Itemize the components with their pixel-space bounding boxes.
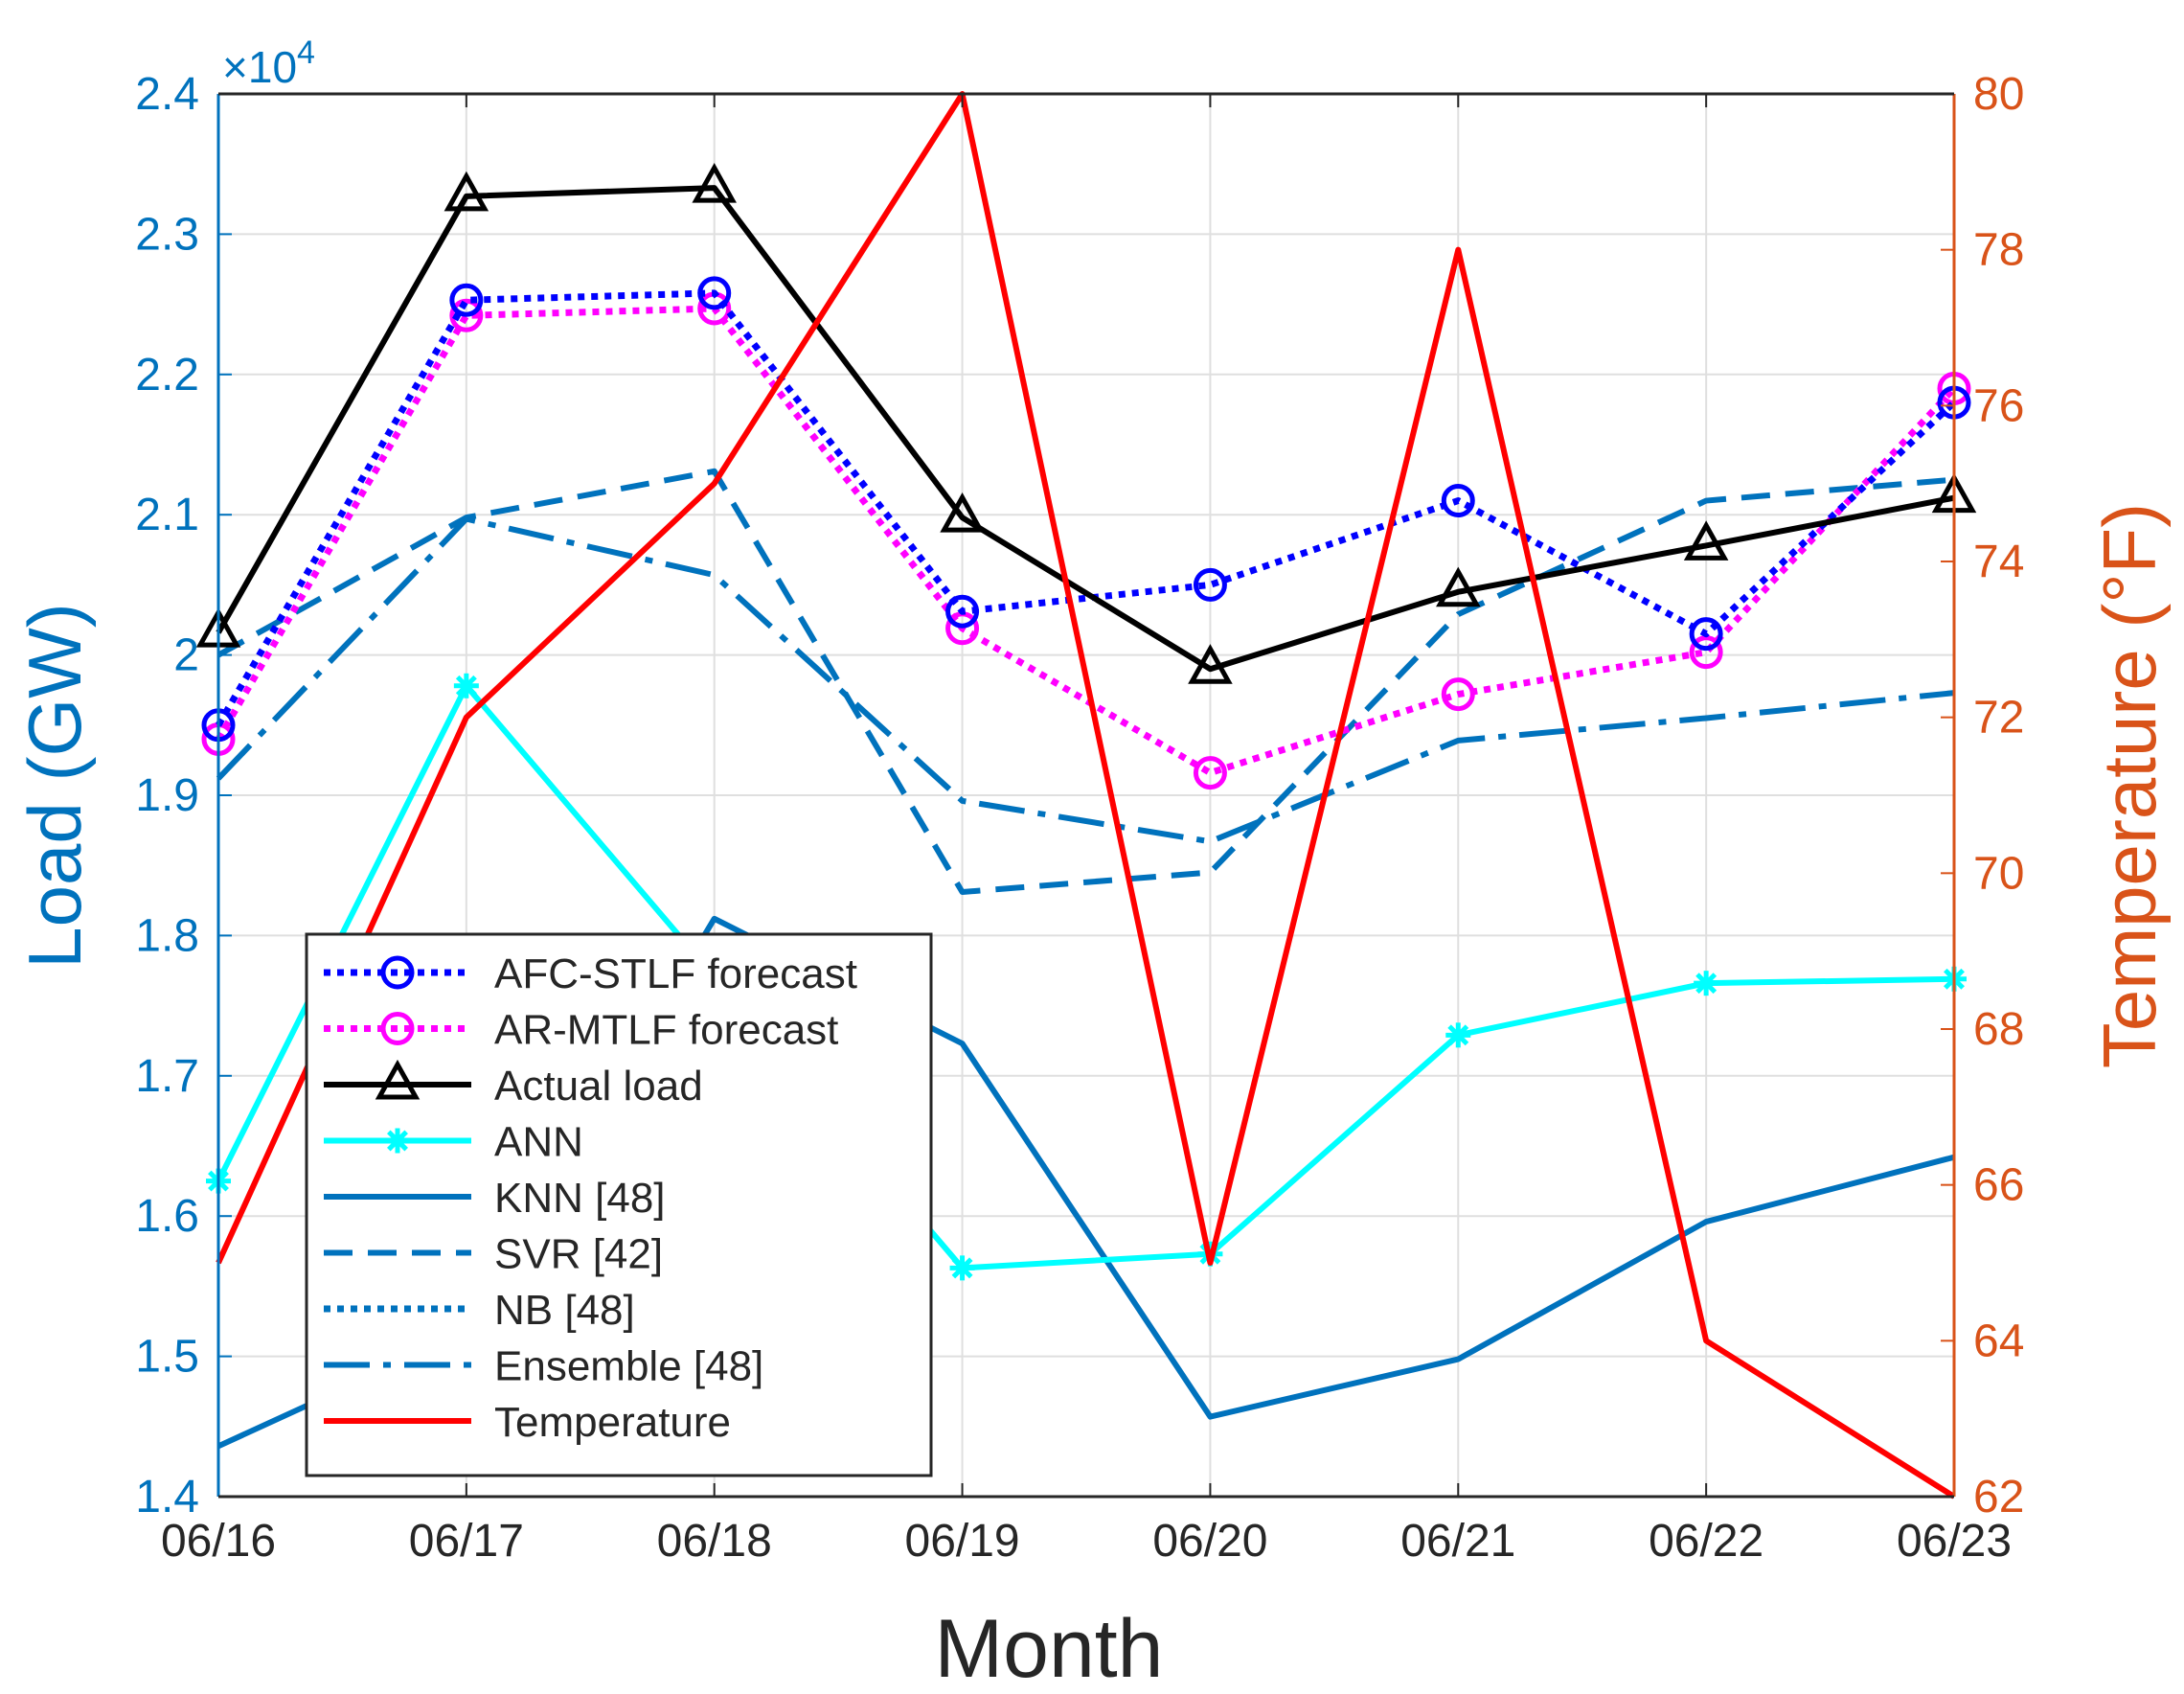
legend-marker-ar-mtlf-forecast [380, 1012, 415, 1045]
x-tick-label: 06/19 [905, 1516, 1020, 1567]
y2-tick-label: 72 [1973, 693, 2024, 744]
data-point-ann [1694, 971, 1719, 996]
legend-marker-actual-load [375, 1059, 421, 1100]
legend-entry-temperature: Temperature [324, 1399, 731, 1446]
legend-entry-actual-load: Actual load [324, 1059, 703, 1110]
x-tick-label: 06/17 [409, 1516, 524, 1567]
y2-tick-label: 68 [1973, 1004, 2024, 1055]
data-point-ar-mtlf-forecast [1689, 635, 1723, 670]
axes-layer: 06/16 06/17 06/18 06/19 06/20 06/21 06/22 06/23… [135, 69, 2024, 1567]
data-point-afc-stlf-forecast [1441, 484, 1475, 518]
data-point-ar-mtlf-forecast [449, 298, 484, 332]
series-line-ensemble-48 [216, 515, 1955, 845]
data-point-actual-load [444, 171, 489, 212]
series-line-actual-load [216, 185, 1955, 673]
asterisk-stroke [951, 1257, 973, 1279]
legend-entry-ann: ANN [324, 1119, 583, 1166]
y-exponent-base: ×10 [222, 42, 297, 92]
legend-label-svr-42: SVR [42] [494, 1231, 663, 1278]
legend-marker-afc-stlf-forecast [380, 955, 415, 990]
legend-label-ensemble-48: Ensemble [48] [494, 1343, 763, 1390]
legend-label-nb-48: NB [48] [494, 1287, 635, 1334]
y-tick-label: 1.7 [135, 1051, 199, 1102]
x-tick-label: 06/23 [1897, 1516, 2012, 1567]
x-tick-label: 06/21 [1400, 1516, 1515, 1567]
series-temperature [216, 91, 1956, 1499]
series-line-temperature [216, 91, 1956, 1499]
y2-tick-label: 76 [1973, 380, 2024, 431]
data-point-ar-mtlf-forecast [1441, 677, 1475, 712]
series-line-svr-42 [216, 468, 1955, 896]
y2-tick-label: 78 [1973, 225, 2024, 276]
series-svr-42 [216, 468, 1955, 896]
legend-label-ann: ANN [494, 1119, 583, 1166]
data-point-actual-load [1188, 644, 1233, 684]
y-tick-label: 1.4 [135, 1472, 199, 1522]
legend-entry-svr-42: SVR [42] [324, 1231, 663, 1278]
y-axis-title: Load (GW) [12, 603, 97, 968]
y2-axis-title: Temperature (°F) [2087, 503, 2172, 1068]
x-tick-label: 06/16 [161, 1516, 276, 1567]
y-tick-label: 1.5 [135, 1332, 199, 1383]
y-tick-label: 2.1 [135, 490, 199, 540]
data-point-actual-load [692, 162, 737, 203]
y2-tick-label: 74 [1973, 537, 2024, 587]
y2-tick-label: 62 [1973, 1472, 2024, 1522]
legend: AFC-STLF forecast AR-MTLF forecast Actual … [305, 932, 933, 1477]
data-point-ann [1445, 1022, 1471, 1048]
data-point-ar-mtlf-forecast [1193, 756, 1227, 790]
data-point-ann [949, 1255, 975, 1281]
y-tick-label: 2 [173, 630, 199, 681]
y-exponent-power: 4 [297, 34, 315, 71]
x-tick-label: 06/22 [1649, 1516, 1763, 1567]
legend-label-temperature: Temperature [494, 1399, 731, 1446]
y-tick-label: 1.6 [135, 1191, 199, 1242]
asterisk-stroke [387, 1130, 408, 1152]
x-axis-title: Month [934, 1603, 1163, 1694]
y2-tick-label: 80 [1973, 69, 2024, 120]
data-point-afc-stlf-forecast [697, 276, 732, 310]
y2-tick-label: 66 [1973, 1160, 2024, 1211]
legend-label-actual-load: Actual load [494, 1063, 703, 1110]
data-point-afc-stlf-forecast [945, 594, 980, 629]
data-point-afc-stlf-forecast [1689, 617, 1723, 652]
asterisk-stroke [1447, 1024, 1469, 1046]
y-axis-exponent: ×104 [222, 34, 315, 92]
data-point-actual-load [1436, 566, 1481, 607]
data-point-ann [453, 673, 479, 698]
asterisk-stroke [455, 675, 477, 697]
y-tick-label: 2.4 [135, 69, 199, 120]
data-point-afc-stlf-forecast [449, 283, 484, 317]
legend-entry-afc-stlf-forecast: AFC-STLF forecast [324, 950, 857, 997]
y2-tick-label: 70 [1973, 848, 2024, 899]
y-tick-label: 2.2 [135, 350, 199, 401]
legend-entry-knn-48: KNN [48] [324, 1175, 666, 1222]
axis-titles: Month Load (GW) Temperature (°F) ×104 [12, 34, 2172, 1694]
legend-label-afc-stlf-forecast: AFC-STLF forecast [494, 950, 857, 997]
data-point-afc-stlf-forecast [1193, 567, 1227, 602]
data-point-actual-load [1683, 520, 1729, 561]
x-tick-label: 06/18 [657, 1516, 772, 1567]
y-tick-label: 1.9 [135, 770, 199, 821]
x-tick-label: 06/20 [1152, 1516, 1267, 1567]
y-tick-label: 1.8 [135, 910, 199, 961]
legend-label-knn-48: KNN [48] [494, 1175, 666, 1222]
data-point-actual-load [940, 492, 985, 533]
legend-entry-nb-48: NB [48] [324, 1287, 635, 1334]
y2-tick-label: 64 [1973, 1316, 2024, 1366]
series-ensemble-48 [216, 515, 1955, 845]
y-tick-label: 2.3 [135, 209, 199, 260]
asterisk-stroke [1695, 973, 1718, 995]
legend-marker-ann [385, 1128, 410, 1154]
legend-label-ar-mtlf-forecast: AR-MTLF forecast [494, 1007, 838, 1054]
legend-entry-ar-mtlf-forecast: AR-MTLF forecast [324, 1007, 838, 1054]
legend-entry-ensemble-48: Ensemble [48] [324, 1343, 763, 1390]
